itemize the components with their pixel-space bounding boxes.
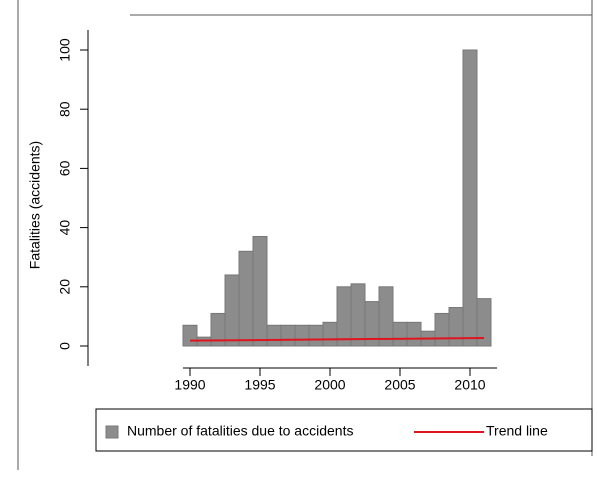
bar	[476, 298, 492, 347]
bar	[238, 250, 254, 347]
bar	[378, 286, 394, 347]
bar	[280, 324, 296, 347]
bar	[350, 283, 366, 347]
bar	[266, 324, 282, 347]
trend-line	[189, 337, 485, 342]
x-tick-label: 2005	[384, 377, 415, 393]
bar	[308, 324, 324, 347]
x-tick-label: 1990	[174, 377, 205, 393]
y-tick-label: 80	[57, 101, 73, 117]
x-tick-label: 2000	[314, 377, 345, 393]
bar	[336, 286, 352, 347]
legend-label: Number of fatalities due to accidents	[127, 423, 353, 439]
x-tick-label: 1995	[244, 377, 275, 393]
y-tick-label: 100	[57, 38, 73, 62]
bar	[322, 321, 338, 347]
bar	[294, 324, 310, 347]
y-tick-label: 0	[57, 342, 73, 350]
legend-swatch	[105, 425, 119, 439]
bar	[182, 324, 198, 347]
legend-label: Trend line	[486, 423, 548, 439]
bar	[406, 321, 422, 347]
bar	[434, 312, 450, 347]
bar	[252, 235, 268, 347]
bar	[392, 321, 408, 347]
x-tick-label: 2010	[454, 377, 485, 393]
bar	[448, 307, 464, 347]
legend	[95, 408, 593, 452]
y-axis-label: Fatalities (accidents)	[27, 141, 43, 269]
bar	[224, 274, 240, 347]
y-tick-label: 60	[57, 160, 73, 176]
y-tick-label: 20	[57, 279, 73, 295]
y-tick-label: 40	[57, 220, 73, 236]
bar	[462, 49, 478, 347]
